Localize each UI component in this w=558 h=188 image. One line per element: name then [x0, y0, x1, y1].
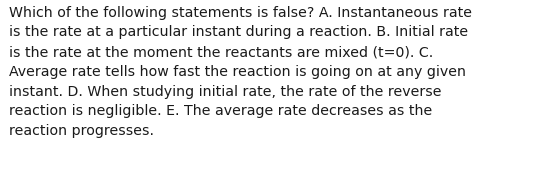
Text: Which of the following statements is false? A. Instantaneous rate
is the rate at: Which of the following statements is fal… [9, 6, 472, 138]
